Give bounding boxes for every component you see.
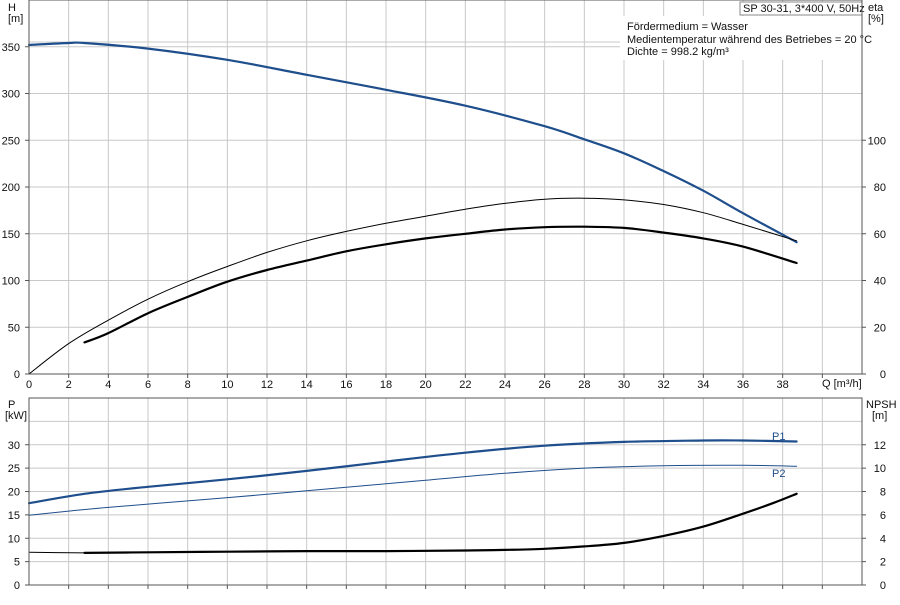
annotation-temperature: Medientemperatur während des Betriebes =… xyxy=(627,34,872,46)
x-tick-label: 18 xyxy=(380,379,392,391)
x-tick-label: 34 xyxy=(697,379,709,391)
x-tick-label: 24 xyxy=(499,379,511,391)
bottom-right-axis-unit: [m] xyxy=(872,410,887,422)
x-tick-label: 38 xyxy=(777,379,789,391)
right-tick-label: 40 xyxy=(874,276,886,288)
left-tick-label: 15 xyxy=(8,510,20,522)
top-left-axis-label: H xyxy=(8,2,16,14)
top-right-axis-unit: [%] xyxy=(868,13,884,25)
x-tick-label: 6 xyxy=(145,379,151,391)
x-tick-label: 4 xyxy=(105,379,111,391)
right-tick-label: 10 xyxy=(874,463,886,475)
left-tick-label: 350 xyxy=(2,42,20,54)
right-tick-label: 20 xyxy=(874,322,886,334)
right-tick-label: 6 xyxy=(880,510,886,522)
x-tick-label: 12 xyxy=(261,379,273,391)
right-tick-label: 12 xyxy=(874,440,886,452)
right-tick-label: 8 xyxy=(880,487,886,499)
x-tick-label: 32 xyxy=(658,379,670,391)
series-line-eta-thick xyxy=(83,225,798,344)
bottom-plot-frame xyxy=(28,397,863,586)
left-tick-label: 100 xyxy=(2,276,20,288)
p1-series-label: P1 xyxy=(772,431,785,443)
series-line-npsh xyxy=(28,551,85,554)
bottom-left-axis-unit: [kW] xyxy=(5,410,27,422)
left-tick-label: 50 xyxy=(8,322,20,334)
top-grid xyxy=(29,0,862,374)
top-right-axis-label: eta xyxy=(868,2,884,14)
left-tick-label: 10 xyxy=(8,533,20,545)
bottom-right-axis-label: NPSH xyxy=(866,399,897,411)
annotation-box xyxy=(620,16,862,60)
x-tick-label: 16 xyxy=(340,379,352,391)
left-tick-label: 5 xyxy=(14,557,20,569)
right-tick-label: 4 xyxy=(880,533,886,545)
x-tick-label: 2 xyxy=(66,379,72,391)
left-tick-label: 250 xyxy=(2,135,20,147)
series-line-p1 xyxy=(27,439,798,505)
right-tick-label: 0 xyxy=(880,580,886,592)
header-box-text: SP 30-31, 3*400 V, 50Hz xyxy=(743,3,865,15)
left-tick-label: 25 xyxy=(8,463,20,475)
left-tick-label: 150 xyxy=(2,229,20,241)
x-tick-label: 14 xyxy=(301,379,313,391)
right-tick-label: 2 xyxy=(880,557,886,569)
bottom-left-axis-label: P xyxy=(8,399,15,411)
x-tick-label: 10 xyxy=(221,379,233,391)
x-tick-label: 22 xyxy=(459,379,471,391)
x-tick-label: 20 xyxy=(420,379,432,391)
left-tick-label: 300 xyxy=(2,89,20,101)
annotation-medium: Fördermedium = Wasser xyxy=(627,21,748,33)
x-axis-label: Q [m³/h] xyxy=(822,378,862,390)
series-line-p2 xyxy=(28,464,798,516)
left-tick-label: 30 xyxy=(8,440,20,452)
top-left-axis-unit: [m] xyxy=(8,13,23,25)
x-tick-label: 0 xyxy=(26,379,32,391)
bottom-series xyxy=(27,439,798,554)
x-tick-label: 36 xyxy=(737,379,749,391)
annotation-density: Dichte = 998.2 kg/m³ xyxy=(627,46,729,58)
top-plot-frame xyxy=(28,0,863,375)
left-tick-label: 20 xyxy=(8,487,20,499)
x-tick-label: 8 xyxy=(185,379,191,391)
bottom-grid xyxy=(29,398,862,585)
right-tick-label: 80 xyxy=(874,182,886,194)
series-line-eta-thin xyxy=(28,197,798,375)
right-tick-label: 100 xyxy=(868,135,886,147)
p2-series-label: P2 xyxy=(772,468,785,480)
x-tick-label: 26 xyxy=(539,379,551,391)
x-tick-label: 30 xyxy=(618,379,630,391)
left-tick-label: 0 xyxy=(14,580,20,592)
left-tick-label: 200 xyxy=(2,182,20,194)
series-line-npsh-thick xyxy=(83,492,798,554)
left-tick-label: 0 xyxy=(14,369,20,381)
series-line-h xyxy=(27,41,798,244)
right-tick-label: 0 xyxy=(880,369,886,381)
x-tick-label: 28 xyxy=(578,379,590,391)
top-series xyxy=(27,41,798,375)
bottom-tick-labels: 0 5 10 15 20 25 30 0 2 4 6 8 10 12 xyxy=(8,440,886,592)
right-tick-label: 60 xyxy=(874,229,886,241)
